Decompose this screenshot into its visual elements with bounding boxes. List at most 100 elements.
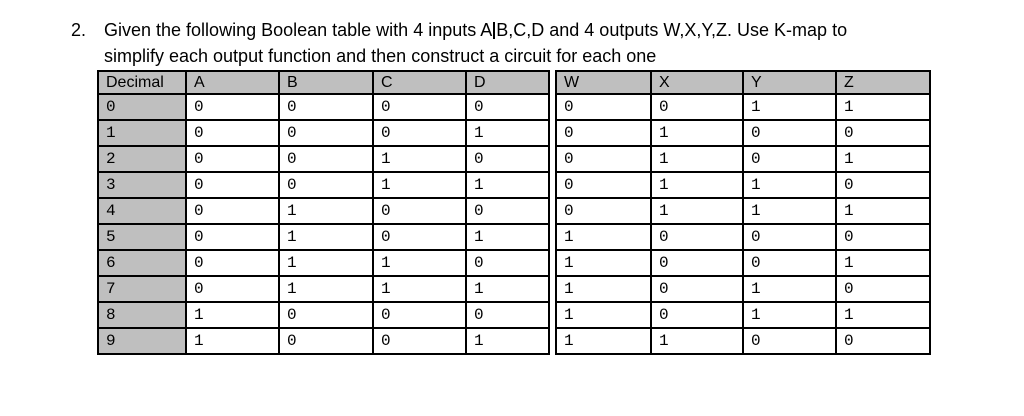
input-cell-a: 0: [185, 93, 280, 121]
decimal-cell: 0: [97, 93, 187, 121]
input-cell-b: 0: [278, 145, 374, 173]
output-cell-x: 0: [650, 249, 744, 277]
output-cell-y: 0: [742, 119, 837, 147]
input-cell-a: 0: [185, 249, 280, 277]
input-cell-d: 0: [465, 197, 550, 225]
input-cell-c: 0: [372, 197, 467, 225]
input-cell-b: 0: [278, 171, 374, 199]
input-cell-c: 0: [372, 93, 467, 121]
decimal-cell: 1: [97, 119, 187, 147]
output-cell-y: 1: [742, 197, 837, 225]
header-cell-c: C: [372, 70, 467, 95]
output-cell-x: 0: [650, 275, 744, 303]
input-cell-b: 0: [278, 93, 374, 121]
header-cell-y: Y: [742, 70, 837, 95]
input-cell-c: 1: [372, 275, 467, 303]
output-cell-w: 1: [555, 301, 652, 329]
input-header-row: Decimal A B C D: [97, 70, 550, 95]
question-line-1-before-cursor: Given the following Boolean table with 4…: [104, 20, 493, 40]
input-cell-d: 1: [465, 327, 550, 355]
header-cell-decimal: Decimal: [97, 70, 187, 95]
output-cell-y: 0: [742, 145, 837, 173]
input-cell-b: 0: [278, 327, 374, 355]
decimal-cell: 2: [97, 145, 187, 173]
output-cell-x: 1: [650, 119, 744, 147]
output-cell-z: 1: [835, 93, 931, 121]
decimal-cell: 5: [97, 223, 187, 251]
input-cell-d: 0: [465, 93, 550, 121]
decimal-cell: 3: [97, 171, 187, 199]
output-cell-w: 0: [555, 197, 652, 225]
question-line-1-after-cursor: B,C,D and 4 outputs W,X,Y,Z. Use K-map t…: [496, 20, 848, 40]
decimal-cell: 4: [97, 197, 187, 225]
output-cell-w: 0: [555, 145, 652, 173]
input-cell-c: 0: [372, 223, 467, 251]
output-cell-x: 0: [650, 93, 744, 121]
output-cell-w: 1: [555, 249, 652, 277]
output-cell-x: 1: [650, 327, 744, 355]
output-cell-z: 0: [835, 275, 931, 303]
input-cell-a: 0: [185, 171, 280, 199]
input-cell-b: 1: [278, 249, 374, 277]
input-cell-a: 0: [185, 119, 280, 147]
decimal-cell: 6: [97, 249, 187, 277]
input-cell-a: 0: [185, 223, 280, 251]
output-cell-z: 1: [835, 249, 931, 277]
input-cell-d: 1: [465, 275, 550, 303]
header-cell-a: A: [185, 70, 280, 95]
header-cell-z: Z: [835, 70, 931, 95]
output-cell-w: 1: [555, 275, 652, 303]
input-cell-d: 1: [465, 119, 550, 147]
output-cell-y: 0: [742, 223, 837, 251]
output-cell-x: 1: [650, 197, 744, 225]
question-number: 2.: [71, 20, 87, 40]
output-cell-w: 0: [555, 119, 652, 147]
output-cell-z: 1: [835, 197, 931, 225]
input-cell-b: 0: [278, 119, 374, 147]
output-cell-z: 0: [835, 119, 931, 147]
header-cell-x: X: [650, 70, 744, 95]
input-cell-d: 1: [465, 223, 550, 251]
output-cell-x: 1: [650, 171, 744, 199]
input-cell-b: 1: [278, 223, 374, 251]
output-cell-z: 1: [835, 145, 931, 173]
input-cell-a: 0: [185, 275, 280, 303]
question-line-1: Given the following Boolean table with 4…: [104, 17, 847, 43]
output-cell-y: 1: [742, 171, 837, 199]
input-cell-c: 0: [372, 327, 467, 355]
question-text: Given the following Boolean table with 4…: [104, 17, 847, 69]
output-cell-y: 0: [742, 327, 837, 355]
input-cell-b: 1: [278, 275, 374, 303]
decimal-cell: 7: [97, 275, 187, 303]
output-cell-z: 1: [835, 301, 931, 329]
input-cell-b: 1: [278, 197, 374, 225]
input-cell-c: 1: [372, 249, 467, 277]
output-cell-y: 0: [742, 249, 837, 277]
output-cell-w: 1: [555, 223, 652, 251]
output-cell-x: 1: [650, 145, 744, 173]
input-cell-d: 0: [465, 249, 550, 277]
